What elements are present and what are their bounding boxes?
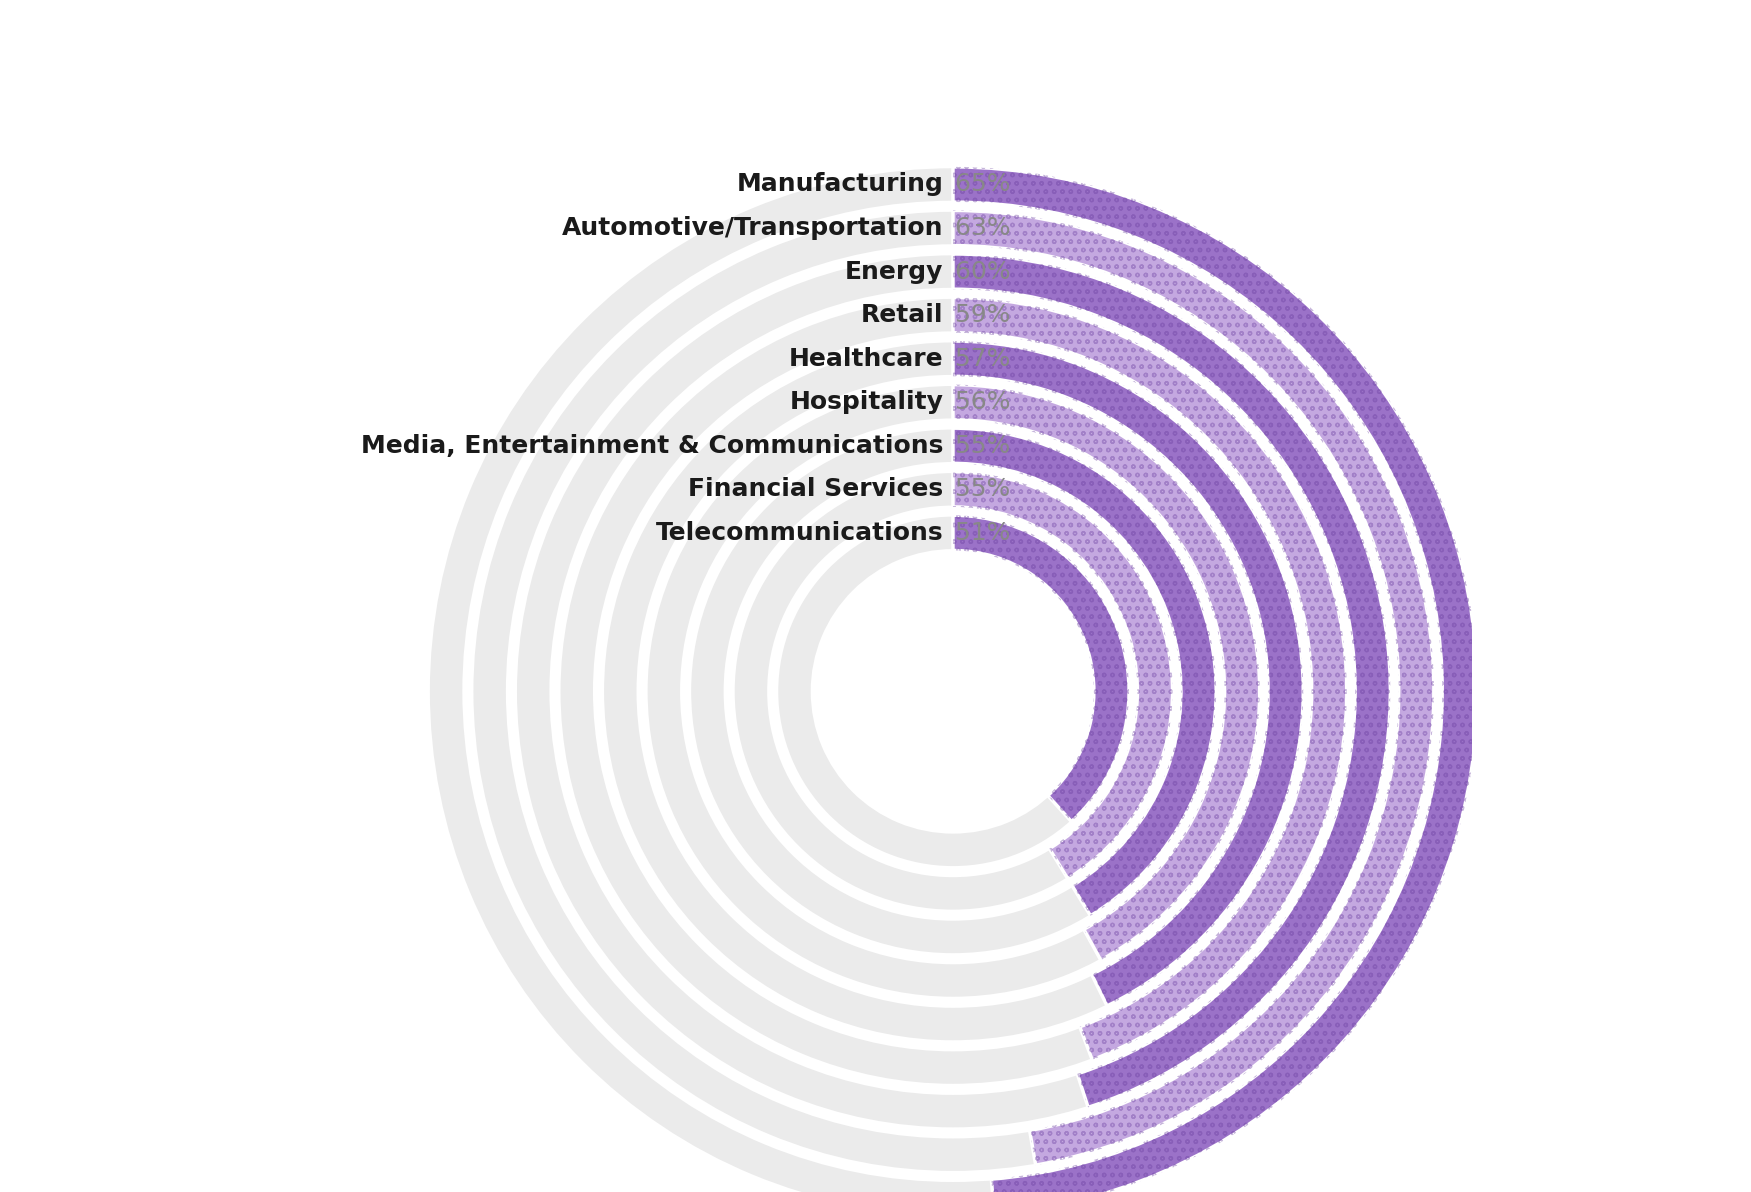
Wedge shape [953, 211, 1434, 1165]
Text: 57%: 57% [947, 347, 1010, 371]
Wedge shape [953, 341, 1303, 1006]
Text: 55%: 55% [947, 434, 1010, 458]
Wedge shape [953, 472, 1173, 879]
Wedge shape [473, 211, 1434, 1172]
Text: 60%: 60% [947, 260, 1010, 284]
Wedge shape [953, 515, 1129, 821]
Wedge shape [953, 428, 1217, 915]
Text: 65%: 65% [947, 173, 1010, 197]
Wedge shape [953, 385, 1259, 961]
Text: Telecommunications: Telecommunications [657, 521, 944, 545]
Wedge shape [690, 428, 1217, 955]
Text: Hospitality: Hospitality [790, 390, 944, 415]
Text: 56%: 56% [947, 390, 1010, 415]
Text: Manufacturing: Manufacturing [737, 173, 944, 197]
Wedge shape [953, 298, 1347, 1060]
Wedge shape [953, 167, 1478, 1192]
Text: Healthcare: Healthcare [788, 347, 944, 371]
Text: Energy: Energy [846, 260, 944, 284]
Text: 55%: 55% [947, 477, 1010, 502]
Text: 59%: 59% [947, 303, 1010, 327]
Wedge shape [646, 385, 1259, 998]
Wedge shape [734, 472, 1173, 911]
Text: Retail: Retail [861, 303, 944, 327]
Text: Automotive/Transportation: Automotive/Transportation [562, 216, 944, 240]
Text: Media, Entertainment & Communications: Media, Entertainment & Communications [361, 434, 944, 458]
Wedge shape [559, 298, 1347, 1085]
Wedge shape [429, 167, 1478, 1192]
Wedge shape [777, 515, 1129, 868]
Text: 51%: 51% [947, 521, 1010, 545]
Wedge shape [602, 341, 1303, 1042]
Text: Financial Services: Financial Services [688, 477, 944, 502]
Wedge shape [953, 254, 1390, 1107]
Wedge shape [515, 254, 1390, 1129]
Text: 63%: 63% [947, 216, 1010, 240]
